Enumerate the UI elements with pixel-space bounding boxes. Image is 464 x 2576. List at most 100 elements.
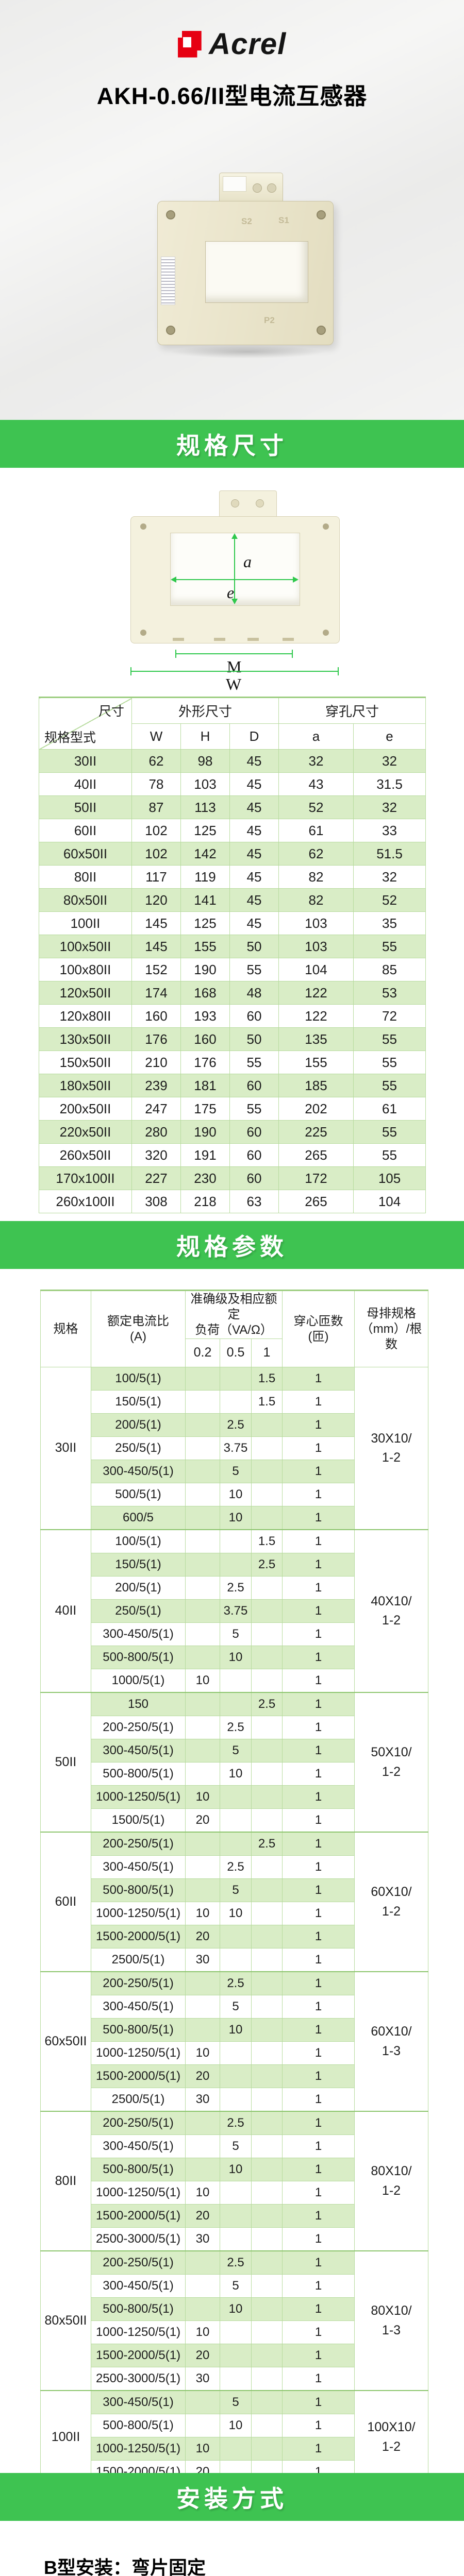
param-table-row: 1000-1250/5(1) 10 1 [41, 2437, 428, 2461]
param-burden-0.2 [185, 2390, 220, 2414]
dim-cell: 55 [353, 1143, 426, 1167]
param-ratio: 250/5(1) [91, 1436, 186, 1460]
dim-cell: 160 [180, 1027, 230, 1051]
param-table-row: 1000-1250/5(1) 10 1 [41, 2320, 428, 2344]
param-burden-1: 2.5 [251, 1553, 283, 1577]
param-burden-0.5 [220, 1367, 252, 1391]
dim-cell: 35 [353, 911, 426, 935]
dim-cell: 48 [229, 981, 279, 1005]
param-burden-0.5: 5 [220, 1995, 252, 2019]
banner-label: 安装方式 [176, 2485, 288, 2512]
param-ratio: 1000-1250/5(1) [91, 1785, 186, 1809]
param-burden-0.5 [220, 1390, 252, 1414]
param-burden-1 [251, 2064, 283, 2088]
dim-cell: 45 [229, 819, 279, 842]
dim-cell: 176 [131, 1027, 181, 1051]
param-group-busbar: 80X10/ 1-2 [354, 2111, 428, 2251]
dim-cell: 172 [278, 1166, 354, 1190]
param-burden-0.5: 10 [220, 2414, 252, 2437]
param-turns: 1 [282, 2227, 355, 2251]
param-turns: 1 [282, 2088, 355, 2112]
dim-table-row: 260x50II 320 191 60 265 55 [39, 1143, 426, 1167]
product-window [205, 241, 308, 303]
param-ratio: 200/5(1) [91, 1576, 186, 1600]
dim-cell: 210 [131, 1050, 181, 1074]
param-table-row: 60II 200-250/5(1) 2.5 1 60X10/ 1-2 [40, 1832, 428, 1972]
param-turns: 1 [282, 1832, 355, 1856]
dim-table-row: 180x50II 239 181 60 185 55 [39, 1074, 426, 1097]
dim-cell: 51.5 [353, 842, 426, 866]
param-burden-1 [251, 1716, 283, 1739]
param-burden-1 [251, 1576, 283, 1600]
dim-cell: 98 [180, 749, 230, 773]
dim-row-model: 120x50II [39, 981, 132, 1005]
dim-cell: 62 [131, 749, 181, 773]
dim-cell: 32 [278, 749, 354, 773]
dim-cell: 119 [180, 865, 230, 889]
banner-label: 规格参数 [176, 1233, 288, 1260]
param-burden-0.2 [185, 2111, 220, 2135]
dim-cell: 55 [353, 1074, 426, 1097]
param-burden-0.2 [185, 1622, 220, 1646]
dim-label-w: W [226, 675, 242, 693]
dim-cell: 43 [278, 772, 354, 796]
dim-cell: 152 [131, 958, 181, 981]
param-turns: 1 [282, 1506, 355, 1530]
param-turns: 1 [282, 1529, 355, 1553]
param-burden-0.2 [185, 2018, 220, 2042]
dim-cell: 191 [180, 1143, 230, 1167]
param-ratio: 300-450/5(1) [91, 2134, 186, 2158]
param-burden-1 [251, 2204, 283, 2228]
param-burden-0.5 [220, 2041, 252, 2065]
section-banner-parameters: 规格参数 [0, 1221, 464, 1269]
dim-table-row: 100x50II 145 155 50 103 55 [39, 935, 426, 958]
dim-cell: 160 [131, 1004, 181, 1028]
dim-cell: 50 [229, 1027, 279, 1051]
param-burden-1 [251, 1739, 283, 1762]
dim-cell: 125 [180, 819, 230, 842]
param-burden-0.5 [220, 2344, 252, 2367]
param-burden-1 [251, 1436, 283, 1460]
param-burden-0.5: 10 [220, 1483, 252, 1506]
param-burden-0.5 [220, 2088, 252, 2112]
brand-name: Acrel [209, 27, 287, 61]
param-burden-0.2 [185, 1739, 220, 1762]
param-turns: 1 [282, 2320, 355, 2344]
dim-table-row: 60x50II 102 142 45 62 51.5 [39, 842, 426, 866]
dim-cell: 55 [353, 1027, 426, 1051]
dim-cell: 62 [278, 842, 354, 866]
param-burden-0.5: 10 [220, 2297, 252, 2321]
dim-cell: 227 [131, 1166, 181, 1190]
param-ratio: 500-800/5(1) [91, 2414, 186, 2437]
param-table-row: 300-450/5(1) 5 1 [41, 1460, 428, 1483]
param-burden-0.2 [185, 1529, 220, 1553]
dim-cell: 102 [131, 819, 181, 842]
param-turns: 1 [282, 1622, 355, 1646]
dim-row-model: 200x50II [39, 1097, 132, 1121]
param-table-row: 80x50II 200-250/5(1) 2.5 1 80X10/ 1-3 [40, 2250, 428, 2391]
param-header-busbar: 母排规格 （mm）/根数 [354, 1290, 428, 1367]
dim-cell: 155 [278, 1050, 354, 1074]
product-shadow [170, 345, 325, 359]
param-burden-1 [251, 1413, 283, 1437]
dim-table-row: 60II 102 125 45 61 33 [39, 819, 426, 842]
dim-cell: 125 [180, 911, 230, 935]
dim-row-model: 60x50II [39, 842, 132, 866]
param-ratio: 150/5(1) [91, 1553, 186, 1577]
acrel-logo: Acrel [0, 27, 464, 61]
dim-cell: 52 [278, 795, 354, 819]
dim-cell: 55 [353, 1050, 426, 1074]
param-burden-1 [251, 2134, 283, 2158]
param-burden-0.2 [185, 2274, 220, 2298]
param-table-row: 500-800/5(1) 10 1 [41, 1646, 428, 1669]
dim-cell: 280 [131, 1120, 181, 1144]
param-ratio: 300-450/5(1) [91, 2390, 186, 2414]
dim-row-model: 60II [39, 819, 132, 842]
param-table-row: 500-800/5(1) 10 1 [41, 2158, 428, 2181]
param-ratio: 1500-2000/5(1) [91, 2064, 186, 2088]
param-table-row: 600/5 10 1 [41, 1506, 428, 1530]
param-burden-0.5 [220, 1553, 252, 1577]
dim-cell: 31.5 [353, 772, 426, 796]
dim-cell: 103 [180, 772, 230, 796]
param-burden-0.5: 3.75 [220, 1599, 252, 1623]
